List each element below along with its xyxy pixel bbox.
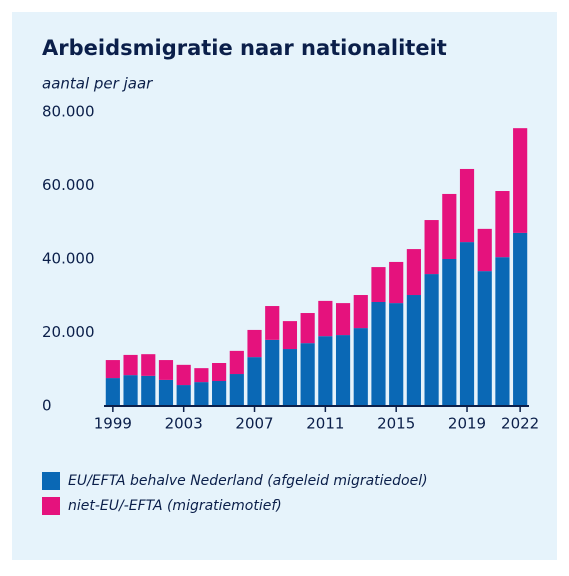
bar-segment — [495, 257, 510, 406]
bar-segment — [265, 306, 280, 340]
x-tick-label: 2011 — [306, 415, 344, 433]
bar-segment — [158, 379, 174, 406]
bar-segment — [406, 295, 421, 406]
chart-title: Arbeidsmigratie naar nationaliteit — [42, 36, 447, 60]
bar-segment — [212, 381, 227, 406]
legend-label: niet-EU/-EFTA (migratiemotief) — [68, 498, 282, 514]
bar-segment — [176, 364, 191, 386]
bar-segment — [123, 354, 138, 376]
bar-segment — [406, 249, 421, 296]
bar-segment — [282, 349, 298, 406]
bar-segment — [353, 295, 368, 329]
y-tick-label: 40.000 — [42, 250, 95, 268]
y-tick-label: 20.000 — [42, 323, 95, 341]
bar-segment — [229, 374, 244, 406]
chart-subtitle: aantal per jaar — [42, 75, 153, 93]
x-tick-label: 2015 — [377, 415, 415, 433]
bar-segment — [247, 357, 262, 406]
bar-segment — [442, 259, 457, 406]
bar-segment — [353, 328, 368, 406]
x-tick-label: 2019 — [448, 415, 486, 433]
bar-segment — [212, 363, 227, 382]
bar-segment — [123, 375, 138, 406]
y-tick-label: 0 — [42, 397, 52, 415]
bar-segment — [300, 343, 315, 406]
bar-segment — [495, 191, 510, 258]
bar-segment — [282, 321, 298, 350]
bar-segment — [389, 261, 404, 304]
bar-segment — [247, 329, 262, 358]
legend-label: EU/EFTA behalve Nederland (afgeleid migr… — [68, 473, 428, 489]
x-tick-label: 2022 — [501, 415, 539, 433]
bar-segment — [158, 360, 174, 380]
bar-segment — [477, 228, 492, 272]
bar-segment — [265, 339, 280, 406]
x-tick-label: 2003 — [165, 415, 203, 433]
x-tick-label: 1999 — [94, 415, 132, 433]
bar-segment — [335, 335, 351, 406]
bar-segment — [105, 378, 120, 406]
bar-segment — [105, 360, 120, 379]
bar-segment — [477, 271, 492, 406]
bar-segment — [424, 220, 439, 275]
bar-segment — [389, 303, 404, 406]
bar-segment — [371, 301, 386, 406]
bar-segment — [459, 168, 475, 243]
legend-swatch — [42, 497, 60, 515]
bar-segment — [176, 385, 191, 406]
bar-segment — [513, 128, 528, 233]
bar-segment — [371, 267, 386, 302]
bar-segment — [335, 303, 351, 336]
bar-segment — [194, 368, 209, 383]
bar-segment — [442, 193, 457, 259]
bar-segment — [513, 232, 528, 406]
bar-segment — [141, 354, 156, 376]
bar-segment — [318, 300, 333, 337]
y-tick-label: 60.000 — [42, 176, 95, 194]
bar-segment — [141, 375, 156, 406]
bar-segment — [300, 313, 315, 344]
y-tick-label: 80.000 — [42, 103, 95, 121]
bar-segment — [229, 350, 244, 375]
bar-segment — [424, 274, 439, 406]
bar-segment — [459, 242, 475, 406]
legend-swatch — [42, 472, 60, 490]
bar-segment — [194, 382, 209, 406]
bar-segment — [318, 336, 333, 406]
x-tick-label: 2007 — [235, 415, 273, 433]
